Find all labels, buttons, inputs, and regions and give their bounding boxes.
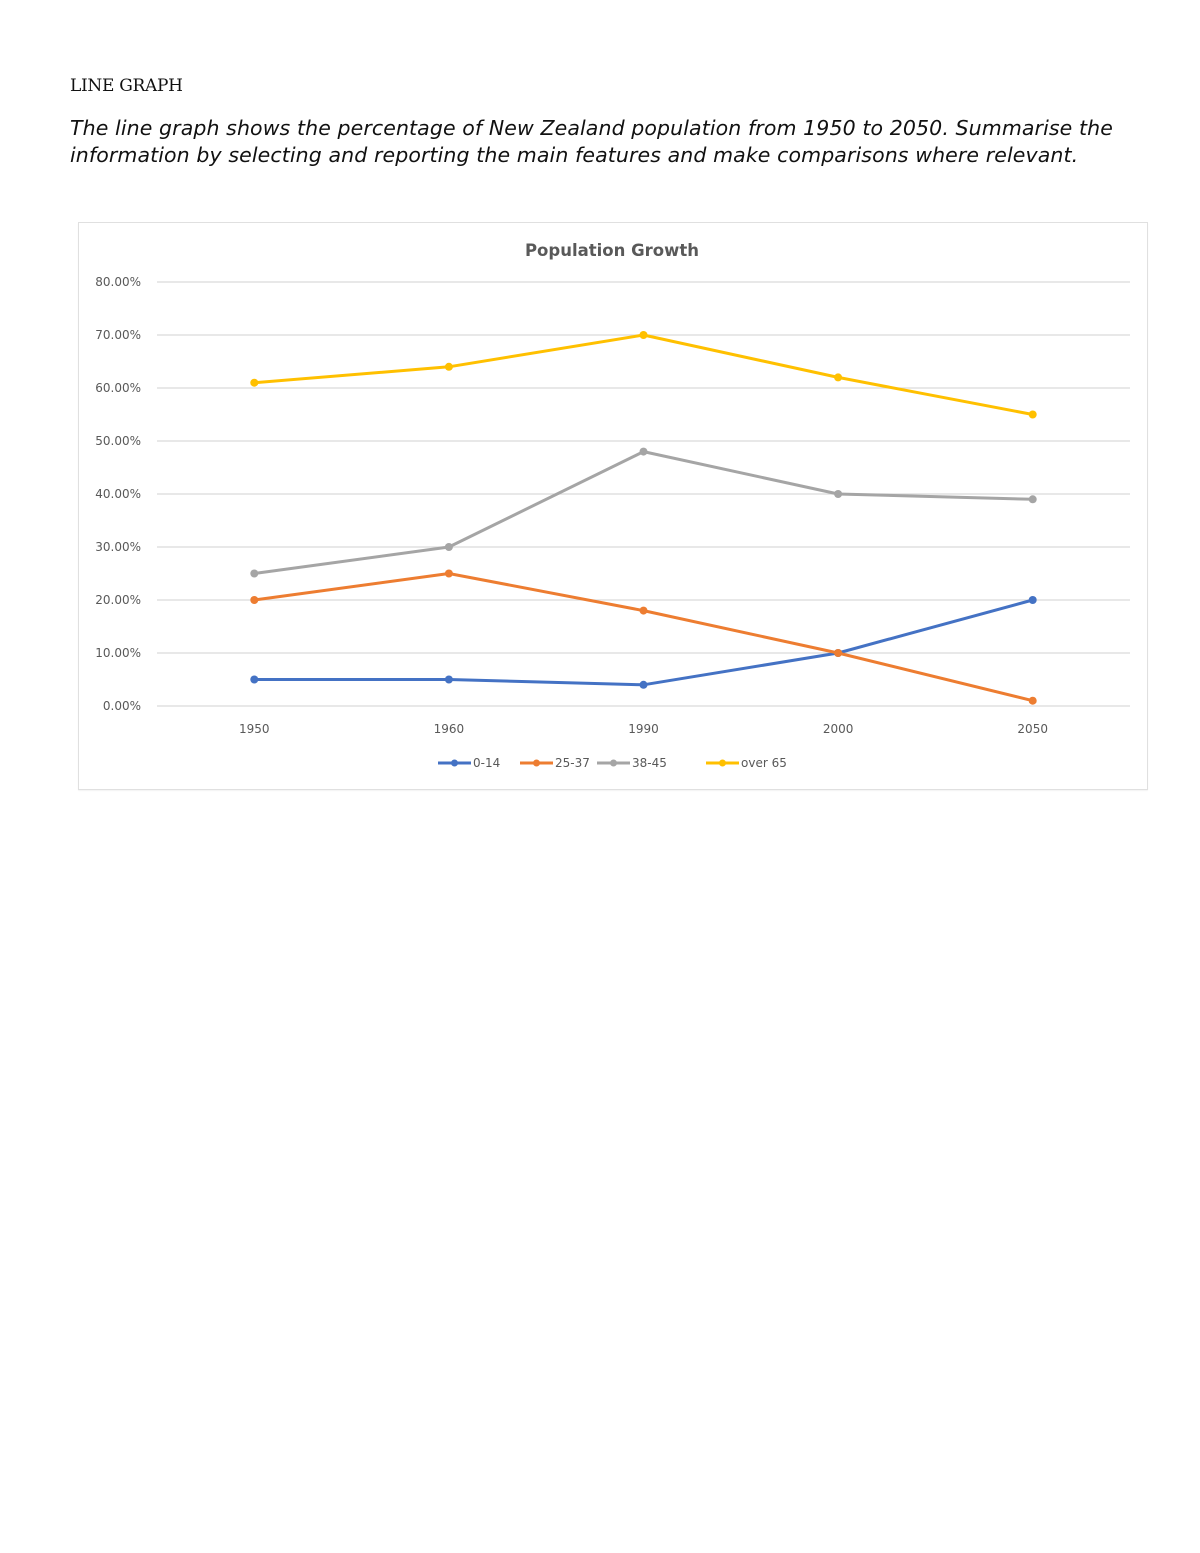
x-tick-label: 1950 [239, 722, 270, 736]
y-tick-label: 0.00% [103, 699, 141, 713]
y-tick-label: 80.00% [95, 275, 141, 289]
legend-label: 38-45 [632, 756, 667, 770]
data-point-marker [250, 596, 259, 604]
gridlines [157, 281, 1130, 707]
x-tick-label: 2050 [1017, 722, 1048, 736]
data-point-marker [639, 331, 648, 339]
y-tick-label: 70.00% [95, 328, 141, 342]
x-tick-label: 1990 [628, 722, 659, 736]
legend-marker-icon [610, 759, 617, 767]
line-chart [78, 222, 1148, 790]
series-line [252, 333, 1035, 416]
series-over-65 [250, 331, 1037, 419]
series-25-37 [250, 569, 1037, 705]
y-tick-label: 40.00% [95, 487, 141, 501]
y-tick-label: 30.00% [95, 540, 141, 554]
data-point-marker [250, 569, 259, 578]
legend-marker-icon [533, 759, 540, 767]
chart-legend: 0-14 25-37 38-45 over 65 [438, 756, 787, 770]
legend-label: 25-37 [555, 756, 590, 770]
y-tick-label: 10.00% [95, 646, 141, 660]
page-heading: LINE GRAPH [70, 76, 183, 96]
legend-item: over 65 [706, 756, 787, 770]
series-lines [250, 331, 1037, 705]
legend-label: over 65 [741, 756, 787, 770]
data-point-marker [834, 649, 843, 657]
legend-label: 0-14 [473, 756, 500, 770]
data-point-marker [444, 569, 453, 578]
series-38-45 [250, 447, 1037, 578]
data-point-marker [444, 362, 453, 371]
legend-item: 25-37 [520, 756, 590, 770]
x-tick-label: 2000 [823, 722, 854, 736]
legend-marker-icon [451, 759, 458, 767]
data-point-marker [639, 606, 648, 615]
data-point-marker [250, 675, 259, 684]
data-point-marker [1028, 495, 1037, 504]
data-point-marker [444, 543, 453, 551]
data-point-marker [250, 378, 259, 387]
data-point-marker [444, 675, 453, 684]
legend-marker-icon [719, 759, 726, 767]
y-tick-label: 50.00% [95, 434, 141, 448]
data-point-marker [639, 680, 648, 689]
data-point-marker [1028, 596, 1037, 604]
chart-canvas: Population Growth 0.00% 10.00% 20.00% 30.00… [95, 241, 1130, 770]
x-axis-labels: 1950 1960 1990 2000 2050 [239, 722, 1048, 736]
chart-title: Population Growth [525, 241, 699, 260]
series-0-14 [250, 596, 1037, 689]
data-point-marker [834, 490, 843, 498]
y-tick-label: 60.00% [95, 381, 141, 395]
legend-item: 38-45 [597, 756, 667, 770]
series-line [252, 450, 1035, 575]
legend-item: 0-14 [438, 756, 500, 770]
data-point-marker [834, 373, 843, 382]
y-axis-labels: 0.00% 10.00% 20.00% 30.00% 40.00% 50.00% 60.00… [95, 275, 141, 713]
data-point-marker [1028, 410, 1037, 419]
y-tick-label: 20.00% [95, 593, 141, 607]
task-prompt: The line graph shows the percentage of N… [70, 116, 1113, 167]
data-point-marker [1028, 696, 1037, 705]
data-point-marker [639, 447, 648, 456]
x-tick-label: 1960 [434, 722, 465, 736]
